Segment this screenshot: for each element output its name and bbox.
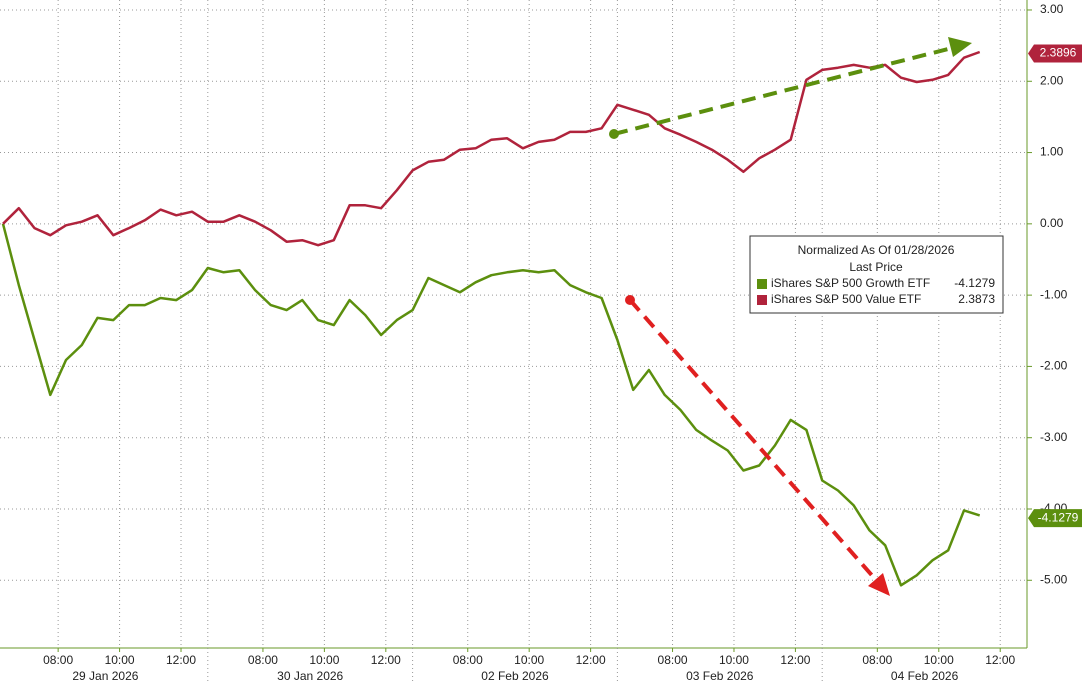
legend-box: [749, 235, 1004, 314]
x-tick-label: 10:00: [924, 653, 954, 667]
legend-label: iShares S&P 500 Value ETF: [771, 292, 921, 306]
x-tick-label: 12:00: [576, 653, 606, 667]
x-tick-label: 12:00: [166, 653, 196, 667]
y-tick-label: -5.00: [1040, 572, 1068, 586]
x-tick-label: 10:00: [105, 653, 135, 667]
day-label: 03 Feb 2026: [686, 669, 754, 683]
annotation-arrows: [609, 37, 972, 596]
x-tick-label: 08:00: [248, 653, 278, 667]
x-tick-label: 10:00: [309, 653, 339, 667]
axis-tag: [1028, 44, 1082, 63]
y-tick-label: -3.00: [1040, 430, 1068, 444]
axis-tag: [1028, 509, 1082, 528]
y-tick-label: 1.00: [1040, 145, 1064, 159]
y-tick-label: -1.00: [1040, 287, 1068, 301]
up-arrow-head: [948, 37, 972, 57]
y-tick-label: 0.00: [1040, 216, 1064, 230]
x-tick-label: 12:00: [780, 653, 810, 667]
legend-subtitle: Last Price: [849, 260, 903, 274]
up-arrow-start: [609, 129, 619, 139]
up-arrow: [613, 46, 953, 136]
y-tick-label: 3.00: [1040, 2, 1064, 16]
x-tick-label: 08:00: [658, 653, 688, 667]
legend-swatch: [757, 279, 767, 289]
day-label: 02 Feb 2026: [481, 669, 549, 683]
day-label: 29 Jan 2026: [72, 669, 138, 683]
legend-swatch: [757, 295, 767, 305]
down-arrow-head: [868, 573, 890, 596]
legend-value: 2.3873: [958, 292, 995, 306]
x-tick-label: 10:00: [514, 653, 544, 667]
x-tick-label: 12:00: [985, 653, 1015, 667]
day-label: 04 Feb 2026: [891, 669, 959, 683]
series-line: [2, 50, 981, 247]
y-tick-label: 2.00: [1040, 73, 1064, 87]
axis-tag-label: -4.1279: [1038, 510, 1079, 524]
legend-title: Normalized As Of 01/28/2026: [798, 243, 955, 257]
legend-label: iShares S&P 500 Growth ETF: [771, 276, 930, 290]
x-tick-label: 08:00: [862, 653, 892, 667]
x-tick-label: 12:00: [371, 653, 401, 667]
x-tick-label: 10:00: [719, 653, 749, 667]
down-arrow-start: [625, 295, 635, 305]
down-arrow: [628, 298, 878, 582]
legend: Normalized As Of 01/28/2026 Last Price i…: [749, 235, 1004, 314]
day-label: 30 Jan 2026: [277, 669, 343, 683]
x-tick-label: 08:00: [453, 653, 483, 667]
x-tick-label: 08:00: [43, 653, 73, 667]
axis-tag-label: 2.3896: [1040, 46, 1077, 60]
series-line: [1, 223, 981, 587]
y-tick-label: -2.00: [1040, 359, 1068, 373]
legend-value: -4.1279: [954, 276, 995, 290]
